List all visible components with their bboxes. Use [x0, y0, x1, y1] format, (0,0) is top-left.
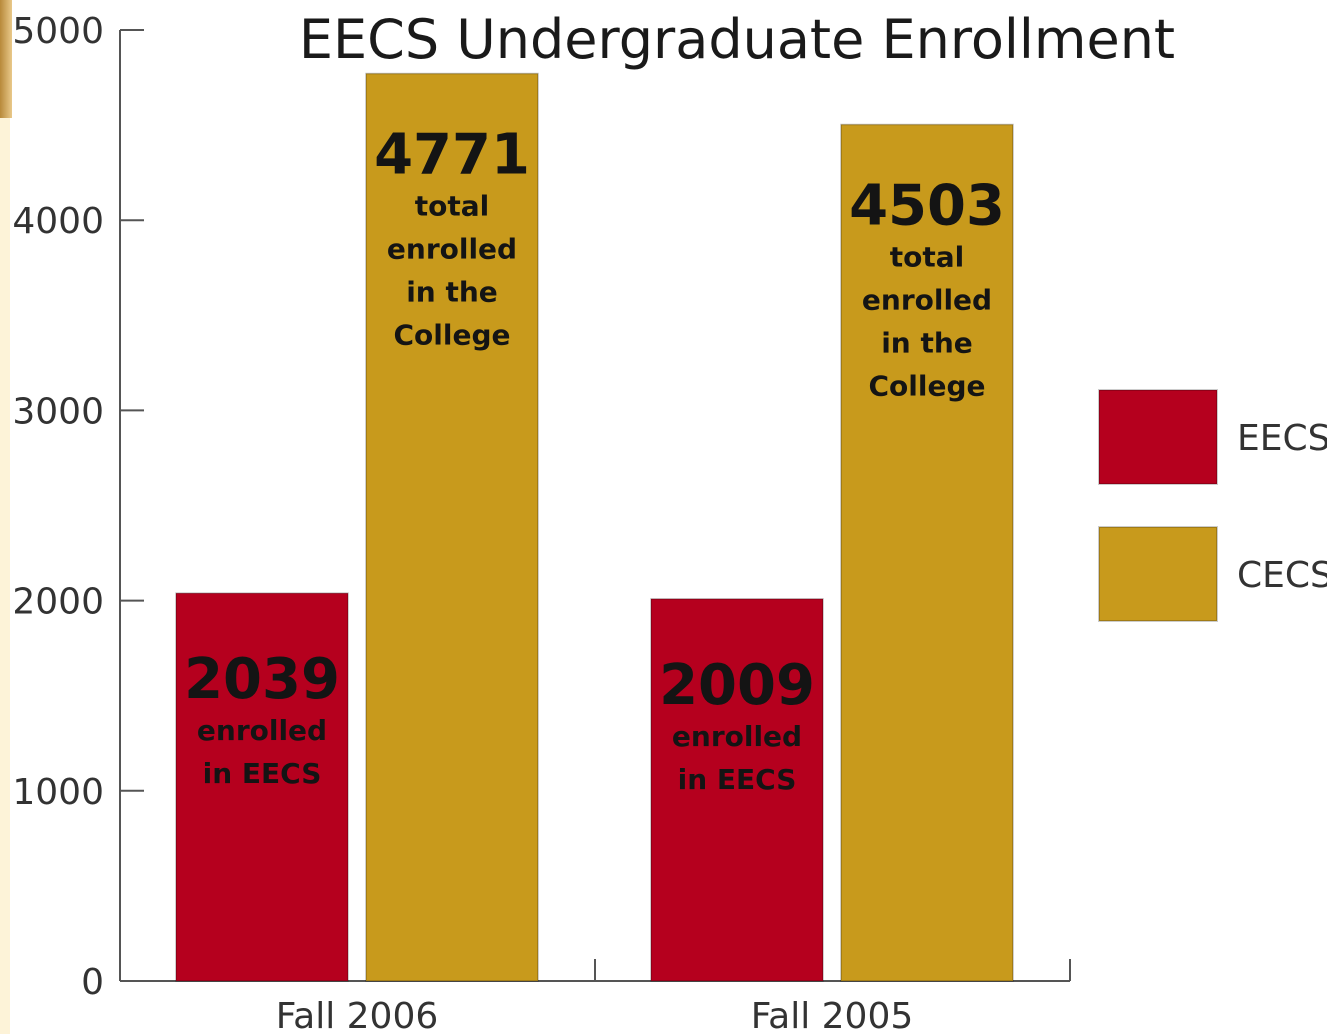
- x-category-label: Fall 2005: [751, 996, 914, 1034]
- y-tick-label: 0: [81, 962, 104, 1003]
- bar-eecs-1: [650, 598, 824, 982]
- bar-caption-line: in EECS: [203, 757, 322, 790]
- y-tick-label: 1000: [12, 772, 104, 813]
- legend-swatch-cecs: [1098, 526, 1218, 622]
- chart-title: EECS Undergraduate Enrollment: [299, 8, 1175, 71]
- bar-eecs-0: [175, 592, 349, 982]
- bar-value-label: 4503: [849, 174, 1005, 239]
- bar-cecs-1: [840, 123, 1014, 982]
- legend-swatch-eecs: [1098, 389, 1218, 485]
- bar-caption-line: College: [868, 370, 985, 403]
- bar-value-label: 2039: [184, 647, 340, 712]
- bar-caption-line: enrolled: [862, 284, 992, 317]
- page-edge-strip: [0, 0, 10, 1034]
- legend: EECS CECS: [1098, 389, 1327, 622]
- legend-label-eecs: EECS: [1237, 418, 1327, 459]
- y-tick-label: 4000: [12, 201, 104, 242]
- bar-caption-line: College: [393, 319, 510, 352]
- corner-accent: [0, 0, 12, 118]
- y-tick-label: 3000: [12, 391, 104, 432]
- y-tick-label: 5000: [12, 11, 104, 52]
- bar-caption-line: total: [415, 190, 490, 223]
- x-category-label: Fall 2006: [276, 996, 439, 1034]
- bar-caption-line: in the: [881, 327, 973, 360]
- bar-caption-line: in EECS: [678, 763, 797, 796]
- y-tick-label: 2000: [12, 582, 104, 623]
- axes: 0 1000 2000 3000 4000 5000 Fall 2006 Fall 2005: [12, 11, 1071, 1034]
- bar-caption-line: enrolled: [387, 233, 517, 266]
- bar-cecs-0: [365, 72, 539, 982]
- bar-caption-line: enrolled: [672, 720, 802, 753]
- bar-caption-line: in the: [406, 276, 498, 309]
- bars-group: [175, 72, 1014, 982]
- bar-value-label: 2009: [659, 653, 815, 718]
- bar-caption-line: total: [890, 241, 965, 274]
- bar-value-label: 4771: [374, 123, 530, 188]
- bar-caption-line: enrolled: [197, 714, 327, 747]
- legend-label-cecs: CECS: [1237, 555, 1327, 596]
